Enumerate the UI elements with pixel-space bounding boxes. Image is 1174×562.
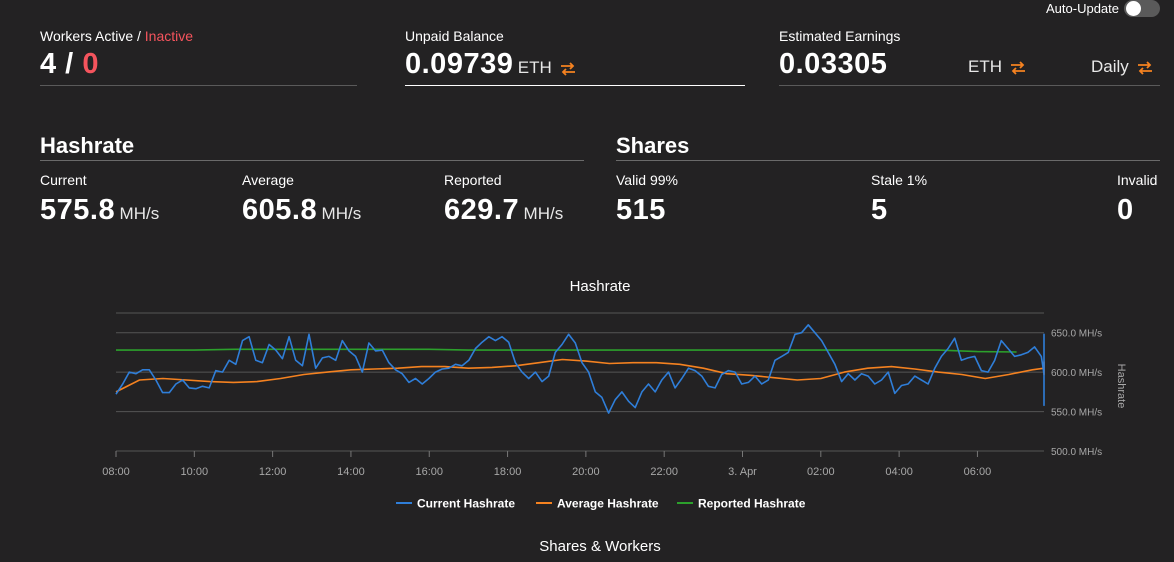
legend-item[interactable]: Average Hashrate bbox=[557, 497, 659, 511]
earnings-period[interactable]: Daily bbox=[1091, 57, 1129, 76]
auto-update-label: Auto-Update bbox=[1046, 1, 1119, 16]
auto-update-knob[interactable] bbox=[1126, 1, 1141, 16]
swap-period-icon[interactable] bbox=[1137, 61, 1153, 75]
invalid-shares-value: 0 bbox=[1117, 194, 1134, 226]
average-hashrate-value: 605.8 bbox=[242, 194, 318, 226]
reported-hashrate-unit: MH/s bbox=[523, 204, 564, 223]
y-tick-label: 500.0 MH/s bbox=[1051, 447, 1102, 458]
hashrate-divider bbox=[40, 160, 584, 161]
swap-earnings-currency-icon[interactable] bbox=[1010, 61, 1026, 75]
y-tick-label: 600.0 MH/s bbox=[1051, 368, 1102, 379]
current-hashrate-value: 575.8 bbox=[40, 194, 116, 226]
shares-section-title: Shares bbox=[616, 133, 690, 158]
current-hashrate-line bbox=[115, 323, 1045, 414]
x-tick-label: 02:00 bbox=[807, 466, 835, 478]
stale-shares-value: 5 bbox=[871, 194, 888, 226]
current-hashrate-label: Current bbox=[40, 172, 87, 188]
invalid-shares-label: Invalid bbox=[1117, 172, 1158, 188]
x-tick-label: 12:00 bbox=[259, 466, 287, 478]
shares-divider bbox=[616, 160, 1160, 161]
current-hashrate: 575.8 MH/s bbox=[40, 194, 159, 227]
reported-hashrate-value: 629.7 bbox=[444, 194, 520, 226]
chart-series bbox=[115, 323, 1045, 414]
x-tick-label: 10:00 bbox=[181, 466, 209, 478]
estimated-earnings-value: 0.03305 bbox=[779, 48, 888, 80]
x-tick-label: 18:00 bbox=[494, 466, 522, 478]
chart-y-ticks: 500.0 MH/s 550.0 MH/s 600.0 MH/s 650.0 MH/s bbox=[1051, 329, 1102, 458]
chart-legend[interactable]: Current Hashrate Average Hashrate Reported… bbox=[396, 497, 806, 511]
reported-hashrate-label: Reported bbox=[444, 172, 502, 188]
x-tick-label: 06:00 bbox=[964, 466, 992, 478]
workers-inactive-count: 0 bbox=[82, 48, 99, 80]
earnings-currency-selector[interactable]: ETH bbox=[968, 57, 1026, 77]
auto-update-toggle[interactable] bbox=[1124, 0, 1160, 17]
estimated-earnings-label: Estimated Earnings bbox=[779, 28, 901, 44]
workers-inactive-label: Inactive bbox=[144, 28, 194, 44]
x-tick-label: 14:00 bbox=[337, 466, 365, 478]
average-hashrate-unit: MH/s bbox=[321, 204, 362, 223]
chart-y-axis-title: Hashrate bbox=[1115, 364, 1127, 409]
x-tick-label: 08:00 bbox=[102, 466, 130, 478]
unpaid-balance-value: 0.09739 bbox=[405, 48, 514, 80]
unpaid-balance-label: Unpaid Balance bbox=[405, 28, 504, 44]
x-tick-label: 04:00 bbox=[885, 466, 913, 478]
hashrate-chart: 500.0 MH/s 550.0 MH/s 600.0 MH/s 650.0 MH/s… bbox=[102, 312, 1127, 511]
valid-shares-value: 515 bbox=[616, 194, 666, 226]
legend-item[interactable]: Current Hashrate bbox=[417, 497, 515, 511]
valid-shares-label: Valid 99% bbox=[616, 172, 679, 188]
current-hashrate-unit: MH/s bbox=[119, 204, 160, 223]
workers-active-count: 4 / bbox=[40, 48, 83, 80]
unpaid-balance: 0.09739 ETH bbox=[405, 48, 576, 81]
workers-active-label: Workers Active / bbox=[40, 28, 145, 44]
workers-label: Workers Active / Inactive bbox=[40, 28, 193, 44]
reported-hashrate-line bbox=[116, 348, 1017, 353]
average-hashrate-line bbox=[115, 358, 1045, 393]
stale-shares-label: Stale 1% bbox=[871, 172, 928, 188]
average-hashrate-label: Average bbox=[242, 172, 294, 188]
x-tick-label: 20:00 bbox=[572, 466, 600, 478]
average-hashrate: 605.8 MH/s bbox=[242, 194, 361, 227]
y-tick-label: 550.0 MH/s bbox=[1051, 408, 1102, 419]
x-tick-label: 22:00 bbox=[650, 466, 678, 478]
swap-currency-icon[interactable] bbox=[560, 62, 576, 76]
chart-x-ticks: 08:00 10:00 12:00 14:00 16:00 18:00 20:00 22:00… bbox=[102, 451, 991, 478]
earnings-period-selector[interactable]: Daily bbox=[1091, 57, 1153, 77]
chart-title: Hashrate bbox=[569, 278, 631, 295]
x-tick-label: 16:00 bbox=[415, 466, 443, 478]
workers-divider bbox=[40, 85, 357, 86]
shares-workers-title: Shares & Workers bbox=[539, 538, 661, 555]
unpaid-balance-currency: ETH bbox=[517, 58, 552, 77]
reported-hashrate: 629.7 MH/s bbox=[444, 194, 563, 227]
chart-grid bbox=[116, 312, 1044, 452]
hashrate-section-title: Hashrate bbox=[40, 133, 135, 158]
earnings-currency[interactable]: ETH bbox=[968, 57, 1002, 76]
earnings-divider bbox=[779, 85, 1160, 86]
y-tick-label: 650.0 MH/s bbox=[1051, 329, 1102, 340]
legend-item[interactable]: Reported Hashrate bbox=[698, 497, 806, 511]
workers-count: 4 / 0 bbox=[40, 48, 99, 81]
unpaid-balance-underline bbox=[405, 85, 745, 86]
x-tick-label: 3. Apr bbox=[728, 466, 757, 478]
